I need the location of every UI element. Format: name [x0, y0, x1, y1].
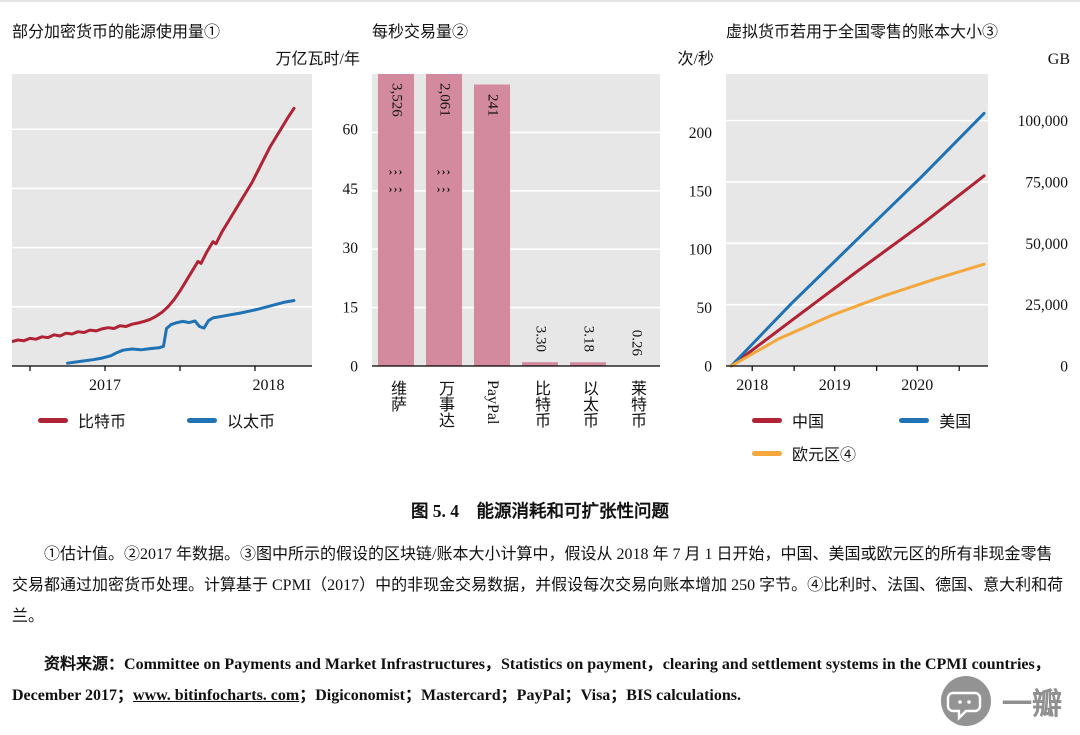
svg-text:›››: ›››: [437, 181, 452, 195]
svg-text:2018: 2018: [736, 377, 768, 394]
legend-item: 美国: [899, 408, 1046, 432]
svg-text:0: 0: [704, 359, 712, 375]
legend-label: 美国: [939, 408, 971, 432]
legend-swatch: [752, 451, 782, 456]
axis-unit-label: 次/秒: [372, 50, 716, 74]
panel-ledger-size: 虚拟货币若用于全国零售的账本大小③ GB 2018 2019 2020 0 25,000…: [726, 22, 1072, 474]
energy-usage-chart: 2017 2018 0 15 30 45 60: [12, 74, 362, 396]
svg-text:2019: 2019: [819, 377, 851, 394]
panel-energy-usage: 部分加密货币的能源使用量① 万亿瓦时/年 2017 2018 0 15 30 45 60 比…: [12, 22, 362, 441]
plot-area: 2018 2019 2020 0 25,000 50,000 75,000 100,000: [726, 74, 1072, 396]
legend-item: 中国: [752, 408, 899, 432]
figure-caption: 图 5. 4 能源消耗和可扩张性问题: [12, 498, 1068, 523]
svg-text:100: 100: [689, 242, 713, 259]
bar-category-label: 维萨: [384, 380, 408, 412]
source-text-after-link: ；Digiconomist；Mastercard；PayPal；Visa；BIS…: [299, 687, 741, 704]
legend-label: 中国: [792, 408, 824, 432]
legend-swatch: [187, 418, 217, 423]
legend-ledger-size: 中国 美国欧元区④: [726, 408, 1072, 474]
legend-item: 比特币: [38, 408, 187, 432]
plot-area: ››› ››› ››› ››› 0 50 100 150 200 3,526 维萨 2,061 万事达…: [372, 74, 716, 460]
figure-row: 部分加密货币的能源使用量① 万亿瓦时/年 2017 2018 0 15 30 45 60 比…: [12, 22, 1068, 474]
svg-text:2020: 2020: [901, 377, 933, 394]
legend-item: 欧元区④: [752, 441, 899, 465]
svg-text:›››: ›››: [437, 164, 452, 178]
legend-swatch: [752, 418, 782, 423]
legend-swatch: [899, 418, 929, 423]
svg-text:›››: ›››: [389, 164, 404, 178]
bar-value-label: 241: [484, 94, 501, 117]
watermark-text: 一瓣: [1002, 679, 1062, 723]
ledger-size-chart: 2018 2019 2020 0 25,000 50,000 75,000 100,000: [726, 74, 1072, 396]
svg-text:50,000: 50,000: [1025, 236, 1068, 253]
svg-text:2018: 2018: [253, 377, 285, 394]
bar-value-label: 2,061: [436, 83, 453, 117]
svg-text:15: 15: [343, 299, 359, 316]
bar-value-label: 3,526: [388, 83, 405, 117]
bar-value-label: 0.26: [628, 329, 645, 355]
svg-text:2017: 2017: [89, 377, 121, 394]
bar-category-label: 莱特币: [624, 380, 648, 428]
svg-text:150: 150: [689, 183, 713, 200]
svg-text:0: 0: [350, 359, 358, 376]
svg-text:100,000: 100,000: [1018, 113, 1069, 130]
svg-text:50: 50: [697, 300, 713, 317]
bar-category-label: 比特币: [528, 380, 552, 428]
legend-swatch: [38, 418, 68, 423]
svg-text:75,000: 75,000: [1025, 174, 1068, 191]
bar-value-label: 3.18: [580, 326, 597, 352]
axis-unit-label: 万亿瓦时/年: [12, 50, 362, 74]
source-paragraph: 资料来源：Committee on Payments and Market In…: [12, 649, 1068, 711]
chart-title: 虚拟货币若用于全国零售的账本大小③: [726, 22, 1072, 50]
legend-label: 比特币: [78, 408, 126, 432]
svg-text:25,000: 25,000: [1025, 297, 1068, 314]
footnotes-paragraph: ①估计值。②2017 年数据。③图中所示的假设的区块链/账本大小计算中，假设从 …: [12, 539, 1068, 633]
svg-text:200: 200: [689, 125, 713, 142]
watermark: 一瓣: [936, 671, 1072, 731]
chat-bubble-icon: [938, 673, 994, 729]
legend-energy-usage: 比特币 以太币: [12, 408, 362, 441]
svg-text:30: 30: [343, 240, 359, 257]
panel-transactions-per-second: 每秒交易量② 次/秒 ››› ››› ››› ››› 0 50 100 150 200 3,52…: [372, 22, 716, 460]
svg-text:60: 60: [343, 122, 359, 139]
svg-text:0: 0: [1060, 359, 1068, 376]
source-label: 资料来源：: [44, 656, 124, 673]
legend-item: 以太币: [187, 408, 336, 432]
svg-text:›››: ›››: [389, 181, 404, 195]
svg-text:45: 45: [343, 181, 359, 198]
chart-title: 部分加密货币的能源使用量①: [12, 22, 362, 50]
bar-category-label: 万事达: [432, 380, 456, 428]
bar-category-label: PayPal: [483, 380, 501, 424]
legend-label: 欧元区④: [792, 441, 856, 465]
bitinfocharts-link[interactable]: www. bitinfocharts. com: [133, 687, 299, 704]
bar-category-label: 以太币: [576, 380, 600, 428]
legend-label: 以太币: [227, 408, 275, 432]
axis-unit-label: GB: [726, 50, 1072, 74]
plot-area: 2017 2018 0 15 30 45 60: [12, 74, 362, 396]
chart-title: 每秒交易量②: [372, 22, 716, 50]
bar-value-label: 3.30: [532, 326, 549, 352]
